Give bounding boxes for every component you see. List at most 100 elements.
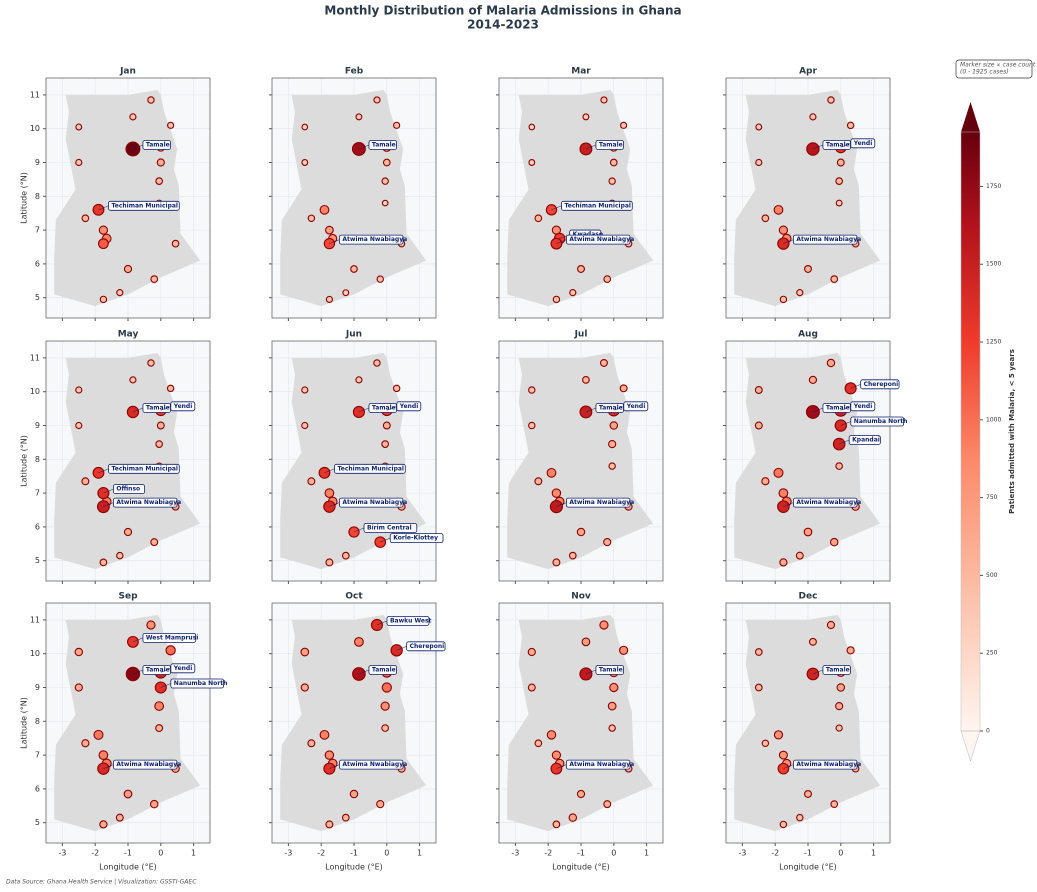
annotation-leader [358,407,370,413]
district-marker [795,551,804,560]
district-marker [81,739,90,748]
x-tick-label: 0 [158,849,163,858]
annotation-leader [329,502,340,507]
district-marker [376,275,384,283]
district-marker [773,730,784,740]
y-tick-label: 5 [35,818,40,827]
x-tick-label: -3 [511,849,519,858]
colorbar-extend-top [961,102,980,132]
annotation-leader [132,637,144,643]
plot-frame [725,602,891,844]
district-marker [381,177,389,185]
district-marker [129,376,137,384]
district-marker [324,488,335,499]
annotation-leader [840,421,851,426]
annotation-label: Techiman Municipal [111,202,178,209]
annotation-box [108,200,180,211]
plot-frame [45,340,211,582]
district-marker [324,750,335,760]
district-marker [804,265,812,273]
district-marker [830,275,839,283]
district-marker [81,214,90,223]
annotation-label: Tamale [146,404,170,411]
annotation-label: Kpandai [852,437,880,444]
annotation-label: Tamale [372,141,396,148]
district-marker [150,538,159,547]
annotation-label: Atwima Nwabiagya [342,499,407,506]
colorbar-label: Patients admitted with Malaria, < 5 year… [1008,349,1016,514]
district-marker [171,239,180,248]
district-marker [382,421,391,430]
annotation-leader [839,439,850,445]
panel-title: Jan [119,67,136,77]
panel-title: Feb [345,67,364,77]
district-marker [300,683,309,692]
district-marker [381,682,392,693]
district-marker [319,729,330,740]
y-tick-label: 9 [35,421,40,430]
district-marker [123,264,133,274]
district-marker [603,538,612,547]
x-tick-label: -1 [577,849,585,858]
x-tick-label: 1 [191,849,196,858]
annotation-box [389,533,444,544]
annotation-leader [353,527,365,533]
district-marker [579,667,593,681]
district-marker [393,121,401,129]
district-marker [373,359,381,367]
figure-subtitle: 2014-2023 [467,18,539,32]
annotation-box [566,497,631,508]
size-note: (0 - 1925 cases) [960,69,1009,76]
district-marker [778,750,788,760]
annotation-label: Atwima Nwabiagya [116,499,181,506]
annotation-box [406,641,446,652]
y-axis-label: Latitude (°N) [20,172,29,224]
y-tick-label: 8 [35,717,40,726]
annotation-label: Chereponi [410,643,445,650]
y-tick-label: 5 [35,556,40,565]
annotation-box [822,665,851,675]
annotation-leader [556,764,567,769]
plot-frame [498,602,664,844]
size-note-box [955,59,1033,79]
annotation-box [338,497,404,508]
y-tick-label: 11 [30,353,40,362]
annotation-box [848,435,881,445]
annotation-label: West Mamprusi [146,634,198,641]
y-tick-label: 11 [30,90,40,99]
district-marker [835,177,844,185]
annotation-box [566,759,631,770]
district-marker [527,683,536,692]
annotation-box [170,401,196,412]
panel-title: Apr [799,67,817,77]
district-marker [582,376,590,384]
district-marker [74,683,83,692]
annotation-leader [98,468,109,474]
colorbar-tick-label: 250 [986,650,998,657]
district-marker [619,384,628,393]
x-tick-label: 1 [644,849,649,858]
annotation-leader [324,468,335,474]
district-marker [381,724,390,732]
district-marker [146,620,156,630]
x-tick-label: -1 [804,849,812,858]
district-marker [568,813,578,822]
colorbar-tick-label: 0 [986,728,990,735]
annotation-label: Atwima Nwabiagya [569,236,634,243]
district-marker [307,214,316,223]
colorbar-tick-label: 1000 [986,416,1001,423]
district-marker [761,739,770,748]
annotation-label: Atwima Nwabiagya [342,236,407,243]
annotation-box [368,665,397,675]
district-marker [534,214,543,223]
annotation-leader [840,406,851,411]
y-tick-label: 10 [30,124,40,133]
district-marker [754,648,763,656]
district-marker [528,386,536,394]
district-marker [341,551,350,560]
district-marker [835,724,843,732]
y-tick-label: 7 [35,489,40,498]
annotation-leader [812,144,824,150]
annotation-leader [850,384,861,389]
annotation-leader [132,407,144,413]
